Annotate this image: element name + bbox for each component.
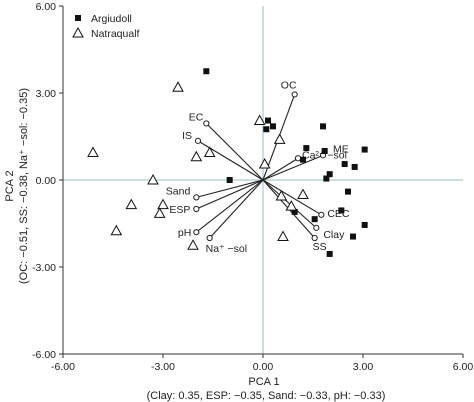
argiudoll-point (341, 161, 348, 168)
loading-vector-end (294, 155, 302, 162)
natraqualf-point (172, 81, 184, 92)
natraqualf-point (87, 146, 99, 157)
loading-vector-end (311, 234, 318, 242)
y-tick-label: 3.00 (36, 88, 57, 100)
argiudoll-point (326, 250, 333, 257)
natraqualf-point (147, 173, 159, 185)
loading-vector-label: ME (333, 143, 349, 155)
argiudoll-point (326, 171, 333, 178)
natraqualf-point (125, 198, 138, 210)
natraqualf-point (190, 150, 203, 162)
argiudoll-point (263, 126, 270, 133)
loading-vector-line (205, 123, 264, 181)
argiudoll-point (361, 221, 368, 228)
natraqualf-point (258, 158, 271, 169)
x-tick-label: -3.00 (151, 361, 175, 373)
loading-vector-end (193, 205, 200, 213)
natraqualf-point (110, 224, 123, 236)
argiudoll-point (226, 177, 233, 183)
y-axis-title: PCA 2 (4, 170, 16, 201)
x-tick-label: 3.00 (353, 361, 374, 373)
loading-vector-end (203, 120, 210, 127)
argiudoll-point (350, 233, 356, 240)
natraqualf-point (187, 239, 199, 250)
argiudoll-point (345, 188, 351, 195)
argiudoll-point (311, 216, 318, 223)
loading-vector-end (206, 234, 213, 242)
loading-vector-line (209, 179, 264, 239)
legend-label-argiudoll: Argiudoll (91, 13, 132, 25)
legend-marker-natraqualf (72, 26, 84, 38)
y-tick-label: 0.00 (36, 175, 57, 187)
argiudoll-point (338, 207, 345, 214)
y-tick-label: -6.00 (32, 349, 56, 361)
legend-label-natraqualf: Natraqualf (91, 28, 140, 40)
loading-vector-line (262, 154, 324, 181)
x-tick-label: 6.00 (453, 361, 474, 373)
loading-vector-end (193, 229, 200, 236)
axes: -6.00 -3.00 0.00 3.00 6.00 6.00 3.00 0.00 -3.00 -… (32, 1, 473, 373)
natraqualf-point (153, 207, 166, 218)
loading-vector-label: EC (189, 111, 204, 123)
loading-vector-end (313, 224, 320, 231)
argiudoll-point (300, 156, 306, 163)
x-tick-label: -6.00 (51, 361, 75, 373)
natraqualf-point (277, 230, 289, 242)
loading-vector-label: ESP (169, 204, 190, 216)
argiudoll-point (323, 175, 330, 182)
argiudoll-point (265, 117, 271, 124)
y-tick-label: 6.00 (36, 1, 57, 13)
loading-vector-end (193, 194, 200, 201)
loading-vector-line (262, 179, 322, 216)
natraqualf-point (203, 146, 216, 157)
natraqualf-point (273, 133, 286, 144)
argiudoll-point (291, 208, 298, 215)
loading-vector-end (194, 137, 202, 144)
y-axis-subtitle: (OC: −0.51, SS: −0.38, Na⁺ −sol: −0.35) (18, 88, 30, 284)
x-axis-title: PCA 1 (248, 376, 279, 388)
natraqualf-point (297, 188, 309, 199)
loading-vector-label: Sand (166, 185, 191, 197)
loading-vector-line (262, 157, 299, 181)
x-axis-subtitle: (Clay: 0.35, ESP: −0.35, Sand: −0.33, pH… (147, 390, 386, 402)
loading-vector-label: pH (178, 227, 191, 239)
argiudoll-point (303, 145, 310, 152)
argiudoll-point (321, 148, 328, 154)
loading-vector-label: OC (281, 79, 297, 91)
argiudoll-point (361, 146, 368, 153)
natraqualf-point (157, 198, 169, 210)
loading-vector-end (291, 91, 298, 98)
legend: Argiudoll Natraqualf (72, 13, 140, 40)
loading-vector-label: SS (313, 241, 327, 253)
argiudoll-point (203, 68, 210, 75)
legend-marker-argiudoll (75, 15, 81, 21)
natraqualf-point (275, 189, 288, 201)
loading-vector-line (195, 179, 264, 233)
loading-vector-label: Clay (323, 229, 345, 241)
data-points (87, 68, 368, 257)
natraqualf-point (253, 114, 266, 126)
argiudoll-point (270, 123, 276, 130)
x-tick-label: 0.00 (253, 361, 274, 373)
loading-vector-end (318, 211, 325, 218)
loading-vector-line (196, 179, 264, 198)
natraqualf-point (285, 200, 298, 211)
loading-vector-label: IS (182, 130, 192, 142)
loading-vector-line (197, 140, 264, 181)
y-tick-label: -3.00 (32, 262, 56, 274)
loading-vector-line (196, 179, 264, 210)
argiudoll-point (320, 123, 326, 130)
loading-vector-label: Na⁺ −sol (206, 243, 247, 255)
argiudoll-point (351, 163, 358, 170)
